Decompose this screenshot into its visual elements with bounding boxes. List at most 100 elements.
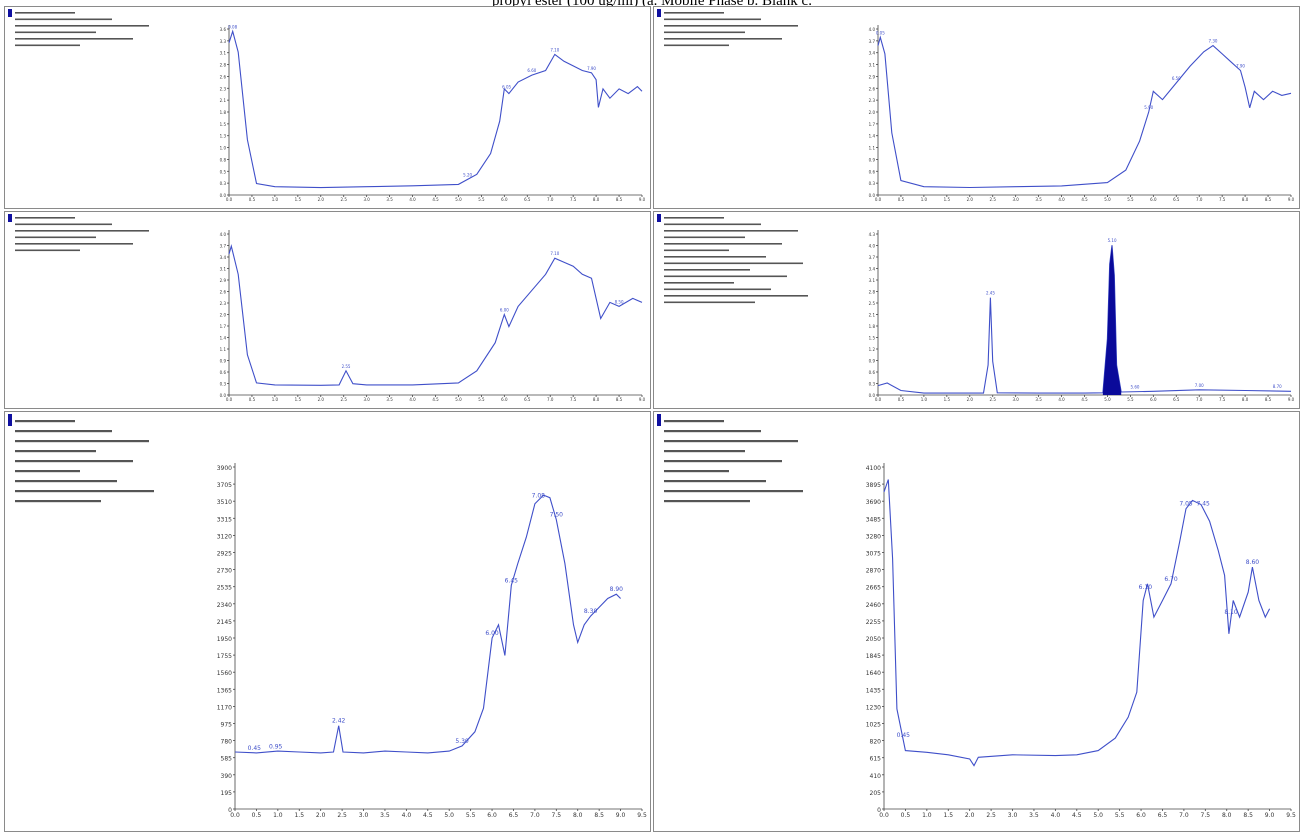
x-tick-label: 1.5 [294, 812, 304, 819]
y-tick-label: 3690 [866, 499, 881, 506]
y-tick-label: 1365 [217, 687, 232, 694]
x-tick-label: 5.5 [478, 197, 485, 202]
y-tick-label: 3895 [866, 482, 881, 489]
y-tick-label: 4100 [866, 465, 881, 472]
y-tick-label: 2460 [866, 602, 881, 609]
header-line [15, 450, 96, 453]
y-tick-label: 3.7 [220, 244, 227, 249]
x-tick-label: 5.0 [444, 812, 454, 819]
peak-label: 0.08 [228, 24, 237, 29]
x-tick-label: 7.0 [1196, 397, 1203, 402]
y-tick-label: 1.0 [220, 146, 227, 151]
y-tick-label: 2.0 [869, 110, 876, 115]
x-tick-label: 9.0 [616, 812, 626, 819]
series-line [228, 29, 643, 189]
header-line [664, 236, 745, 239]
y-tick-label: 4.0 [869, 244, 876, 249]
x-tick-label: 3.5 [380, 812, 390, 819]
header-line [664, 420, 724, 423]
header-line [15, 230, 149, 232]
peak-label: 2.42 [332, 718, 346, 725]
header-line [15, 440, 149, 443]
x-tick-label: 4.5 [432, 397, 439, 402]
header-line [664, 12, 724, 14]
y-tick-label: 0.9 [220, 359, 227, 364]
peak-label: 7.10 [550, 251, 559, 256]
chart-svg: 0 205 410 615 820 1025 1230 1435 1640 1845 2050 225… [657, 414, 1296, 819]
x-tick-label: 0.0 [226, 197, 233, 202]
x-tick-label: 4.0 [409, 397, 416, 402]
y-tick-label: 1.5 [869, 336, 876, 341]
header-line [15, 217, 75, 219]
y-tick-label: 0.3 [220, 181, 227, 186]
x-tick-label: 4.5 [1081, 197, 1088, 202]
y-tick-label: 2535 [217, 585, 232, 592]
peak-label: 7.90 [1236, 64, 1245, 69]
x-tick-label: 4.5 [432, 197, 439, 202]
y-tick-label: 2145 [217, 619, 232, 626]
peak-label: 8.90 [610, 586, 624, 593]
x-tick-label: 3.5 [1035, 397, 1042, 402]
y-tick-label: 1435 [866, 687, 881, 694]
header-line [15, 25, 149, 27]
peak-label: 5.10 [1108, 238, 1117, 243]
y-tick-label: 1755 [217, 653, 232, 660]
y-tick-label: 2.9 [869, 74, 876, 79]
header-line [664, 230, 798, 232]
x-tick-label: 6.0 [1136, 812, 1146, 819]
chart-svg: 0.0 0.3 0.6 0.9 1.1 1.4 1.7 2.0 2.3 2.6 2.9 3.1 3.4 3… [657, 9, 1295, 202]
chromatogram-panel-mr: 0.0 0.3 0.6 0.9 1.2 1.5 1.8 2.1 2.5 2.8 3.1 3.4 3.7 4… [653, 211, 1300, 409]
x-tick-label: 7.5 [552, 812, 562, 819]
y-tick-label: 3.7 [869, 255, 876, 260]
x-tick-label: 8.5 [1243, 812, 1253, 819]
x-tick-label: 1.5 [944, 397, 951, 402]
y-tick-label: 3.1 [220, 51, 227, 56]
y-tick-label: 195 [221, 790, 233, 797]
y-tick-label: 2.8 [869, 290, 876, 295]
y-tick-label: 1.4 [869, 134, 876, 139]
x-tick-label: 2.5 [986, 812, 996, 819]
y-tick-label: 3.4 [869, 51, 876, 56]
x-tick-label: 3.5 [1035, 197, 1042, 202]
header-line [664, 301, 755, 304]
y-tick-label: 2050 [866, 636, 881, 643]
x-tick-label: 2.0 [318, 197, 325, 202]
chromatogram-panel-ml: 0.0 0.3 0.6 0.9 1.1 1.4 1.7 2.0 2.3 2.6 2.9 3.1 3.4 3… [4, 211, 651, 409]
x-tick-label: 6.0 [1150, 197, 1157, 202]
y-tick-label: 3.4 [869, 267, 876, 272]
peak-label: 6.00 [500, 308, 509, 313]
x-tick-label: 7.5 [570, 397, 577, 402]
x-tick-label: 2.5 [990, 397, 997, 402]
x-tick-label: 8.5 [594, 812, 604, 819]
peak-label: 7.45 [1196, 501, 1210, 508]
header-line [15, 480, 117, 483]
y-tick-label: 0.0 [869, 393, 876, 398]
x-tick-label: 3.0 [363, 397, 370, 402]
y-tick-label: 1845 [866, 653, 881, 660]
x-tick-label: 2.5 [990, 197, 997, 202]
y-tick-label: 975 [221, 722, 233, 729]
peak-label: 0.45 [897, 732, 911, 739]
x-tick-label: 0.0 [879, 812, 889, 819]
y-tick-label: 2.5 [869, 301, 876, 306]
y-tick-label: 2255 [866, 619, 881, 626]
x-tick-label: 0.5 [252, 812, 262, 819]
x-tick-label: 6.0 [1150, 397, 1157, 402]
figure-caption: propyl ester (100 ug/ml) (a. Mobile Phas… [492, 0, 812, 9]
x-tick-label: 7.5 [1219, 397, 1226, 402]
panel-marker [8, 214, 12, 222]
peak-label: 7.05 [1179, 501, 1193, 508]
x-tick-label: 9.5 [1286, 812, 1296, 819]
y-tick-label: 585 [221, 756, 233, 763]
panel-marker [657, 414, 661, 426]
x-tick-label: 0.5 [249, 397, 256, 402]
peak-label: 7.10 [550, 47, 559, 52]
y-tick-label: 0.6 [869, 370, 876, 375]
x-tick-label: 8.5 [1265, 197, 1272, 202]
y-tick-label: 1.7 [220, 324, 227, 329]
x-tick-label: 0.0 [875, 197, 882, 202]
y-tick-label: 2.1 [220, 98, 227, 103]
y-tick-label: 2665 [866, 585, 881, 592]
y-tick-label: 2340 [217, 602, 232, 609]
y-tick-label: 820 [870, 739, 882, 746]
